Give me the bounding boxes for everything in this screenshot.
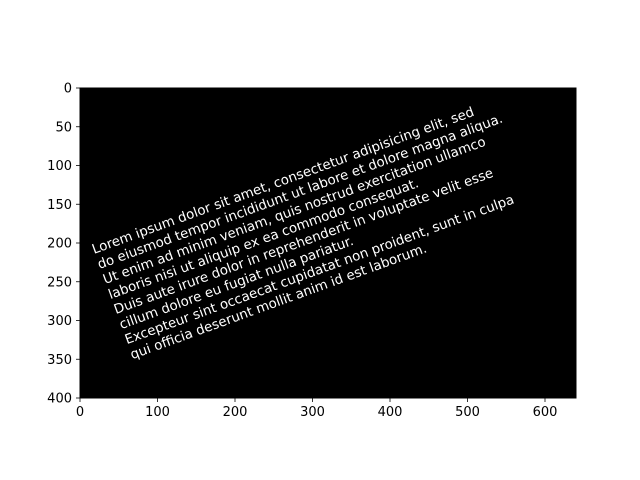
x-tick-label: 300 (300, 405, 325, 420)
y-tick-label: 0 (64, 82, 72, 97)
y-tick-label: 100 (47, 159, 72, 174)
x-axis: 0 100 200 300 400 500 600 (76, 398, 558, 420)
x-tick-label: 100 (145, 405, 170, 420)
y-tick-label: 400 (47, 392, 72, 407)
x-tick-label: 600 (533, 405, 558, 420)
x-tick-label: 0 (76, 405, 84, 420)
x-tick-label: 200 (223, 405, 248, 420)
y-tick-label: 150 (47, 198, 72, 213)
y-tick-label: 50 (55, 120, 72, 135)
axes: Lorem ipsum dolor sit amet, consectetur … (47, 82, 577, 420)
x-tick-label: 400 (378, 405, 403, 420)
y-tick-label: 200 (47, 237, 72, 252)
x-tick-label: 500 (455, 405, 480, 420)
y-axis: 0 50 100 150 200 250 300 350 400 (47, 82, 80, 407)
image-area (80, 88, 576, 398)
y-tick-label: 300 (47, 314, 72, 329)
y-tick-label: 250 (47, 275, 72, 290)
y-tick-label: 350 (47, 353, 72, 368)
